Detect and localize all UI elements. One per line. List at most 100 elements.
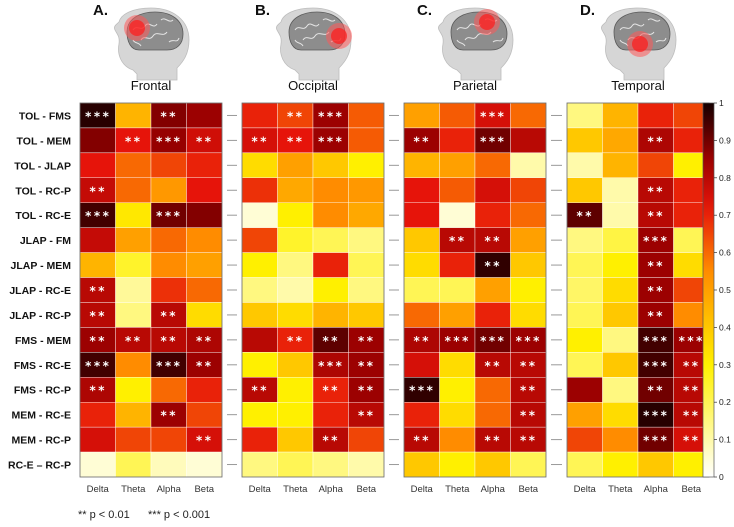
heatmap-cell bbox=[115, 402, 152, 428]
heatmap-cell bbox=[312, 227, 349, 253]
heatmap-cell bbox=[312, 426, 349, 453]
heatmap-cell bbox=[348, 426, 385, 453]
significance-marker: *** bbox=[643, 359, 669, 373]
heatmap-cell bbox=[186, 102, 223, 129]
heatmap-cell bbox=[79, 252, 116, 278]
column-label: Theta bbox=[283, 484, 308, 495]
heatmap-cell bbox=[510, 227, 547, 253]
heatmap-cell bbox=[403, 202, 440, 228]
heatmap-cell bbox=[186, 202, 223, 228]
significance-marker: ** bbox=[647, 184, 664, 198]
row-label: TOL - FMS bbox=[19, 110, 71, 122]
heatmap-cell bbox=[241, 277, 278, 303]
heatmap-cell bbox=[186, 451, 223, 478]
panel-letter: A. bbox=[93, 2, 108, 19]
brain-gyrus bbox=[294, 39, 304, 47]
heatmap-cell bbox=[474, 127, 511, 154]
heatmap-cell bbox=[510, 177, 547, 203]
heatmap-cell bbox=[403, 227, 440, 253]
row-label: JLAP - FM bbox=[20, 235, 71, 247]
column-label: Delta bbox=[87, 484, 110, 495]
heatmap-cell bbox=[150, 277, 187, 303]
heatmap-cell bbox=[186, 377, 223, 403]
heatmap-cell bbox=[510, 202, 547, 228]
heatmap-cell bbox=[637, 102, 674, 129]
significance-marker: *** bbox=[480, 109, 506, 123]
significance-marker: *** bbox=[643, 409, 669, 423]
significance-marker: *** bbox=[515, 334, 541, 348]
heatmap-cell bbox=[510, 426, 547, 453]
heatmap-cell bbox=[241, 177, 278, 203]
heatmap-cell bbox=[79, 177, 116, 203]
significance-marker: ** bbox=[196, 359, 213, 373]
heatmap-cell bbox=[79, 402, 116, 428]
significance-marker: ** bbox=[287, 109, 304, 123]
heatmap-cell bbox=[439, 252, 476, 278]
heatmap-cell bbox=[403, 102, 440, 129]
significance-marker: ** bbox=[358, 384, 375, 398]
significance-marker: ** bbox=[322, 384, 339, 398]
heatmap-cell bbox=[602, 377, 639, 403]
colorbar-tick-label: 0.4 bbox=[719, 322, 731, 332]
heatmap-cell bbox=[602, 402, 639, 428]
heatmap-cell bbox=[241, 327, 278, 353]
heatmap-cell bbox=[150, 377, 187, 403]
heatmap-cell bbox=[474, 327, 511, 353]
heatmap-cell bbox=[474, 352, 511, 378]
significance-marker: *** bbox=[85, 209, 111, 223]
heatmap-cell bbox=[602, 302, 639, 328]
row-label: MEM - RC-E bbox=[12, 410, 72, 422]
significance-marker: ** bbox=[484, 434, 501, 448]
significance-marker: ** bbox=[647, 384, 664, 398]
significance-marker: *** bbox=[85, 109, 111, 123]
heatmap-cell bbox=[115, 352, 152, 378]
significance-marker: *** bbox=[480, 334, 506, 348]
heatmap-cell bbox=[474, 277, 511, 303]
heatmap-cell bbox=[150, 227, 187, 253]
column-label: Theta bbox=[445, 484, 470, 495]
heatmap-cell bbox=[403, 127, 440, 154]
heatmap-cell bbox=[150, 352, 187, 378]
heatmap-cell bbox=[602, 277, 639, 303]
heatmap-cell bbox=[510, 102, 547, 129]
region-title: Occipital bbox=[288, 78, 338, 93]
significance-marker: ** bbox=[576, 209, 593, 223]
column-label: Beta bbox=[194, 484, 214, 495]
brain-gyrus bbox=[456, 39, 466, 47]
heatmap-cell bbox=[566, 227, 603, 253]
heatmap-cell bbox=[241, 202, 278, 228]
heatmap-cell bbox=[277, 252, 314, 278]
heatmap-cell bbox=[510, 152, 547, 179]
significance-marker: ** bbox=[683, 359, 700, 373]
heatmap-cell bbox=[403, 152, 440, 179]
brain-gyrus bbox=[168, 37, 180, 43]
heatmap-cell bbox=[474, 302, 511, 328]
row-label: JLAP - RC-P bbox=[9, 310, 71, 322]
significance-marker: *** bbox=[156, 359, 182, 373]
legend-double-star: ** p < 0.01 bbox=[78, 509, 130, 521]
row-label: TOL - RC-E bbox=[15, 210, 71, 222]
heatmap-cell bbox=[474, 377, 511, 403]
row-label: FMS - RC-P bbox=[14, 385, 71, 397]
row-label: TOL - MEM bbox=[17, 135, 72, 147]
significance-marker: ** bbox=[125, 134, 142, 148]
row-label: FMS - RC-E bbox=[14, 360, 71, 372]
heatmap-cell bbox=[79, 152, 116, 179]
panel-frontal: A.Frontal*** **** *** ******* ******* **** ** *… bbox=[79, 2, 223, 495]
heatmap-cell bbox=[312, 152, 349, 179]
heatmap-cell bbox=[510, 252, 547, 278]
heatmap-cell bbox=[241, 302, 278, 328]
column-label: Delta bbox=[574, 484, 597, 495]
significance-marker: *** bbox=[409, 384, 435, 398]
colorbar bbox=[702, 102, 715, 478]
heatmap-cell bbox=[186, 277, 223, 303]
heatmap-cell bbox=[348, 177, 385, 203]
region-title: Frontal bbox=[131, 78, 172, 93]
column-label: Alpha bbox=[481, 484, 506, 495]
head-brain-icon bbox=[114, 7, 190, 81]
row-label: FMS - MEM bbox=[15, 335, 71, 347]
brain-gyrus bbox=[322, 18, 336, 22]
heatmap-cell bbox=[79, 451, 116, 478]
heatmap-cell bbox=[241, 102, 278, 129]
significance-marker: ** bbox=[89, 184, 106, 198]
